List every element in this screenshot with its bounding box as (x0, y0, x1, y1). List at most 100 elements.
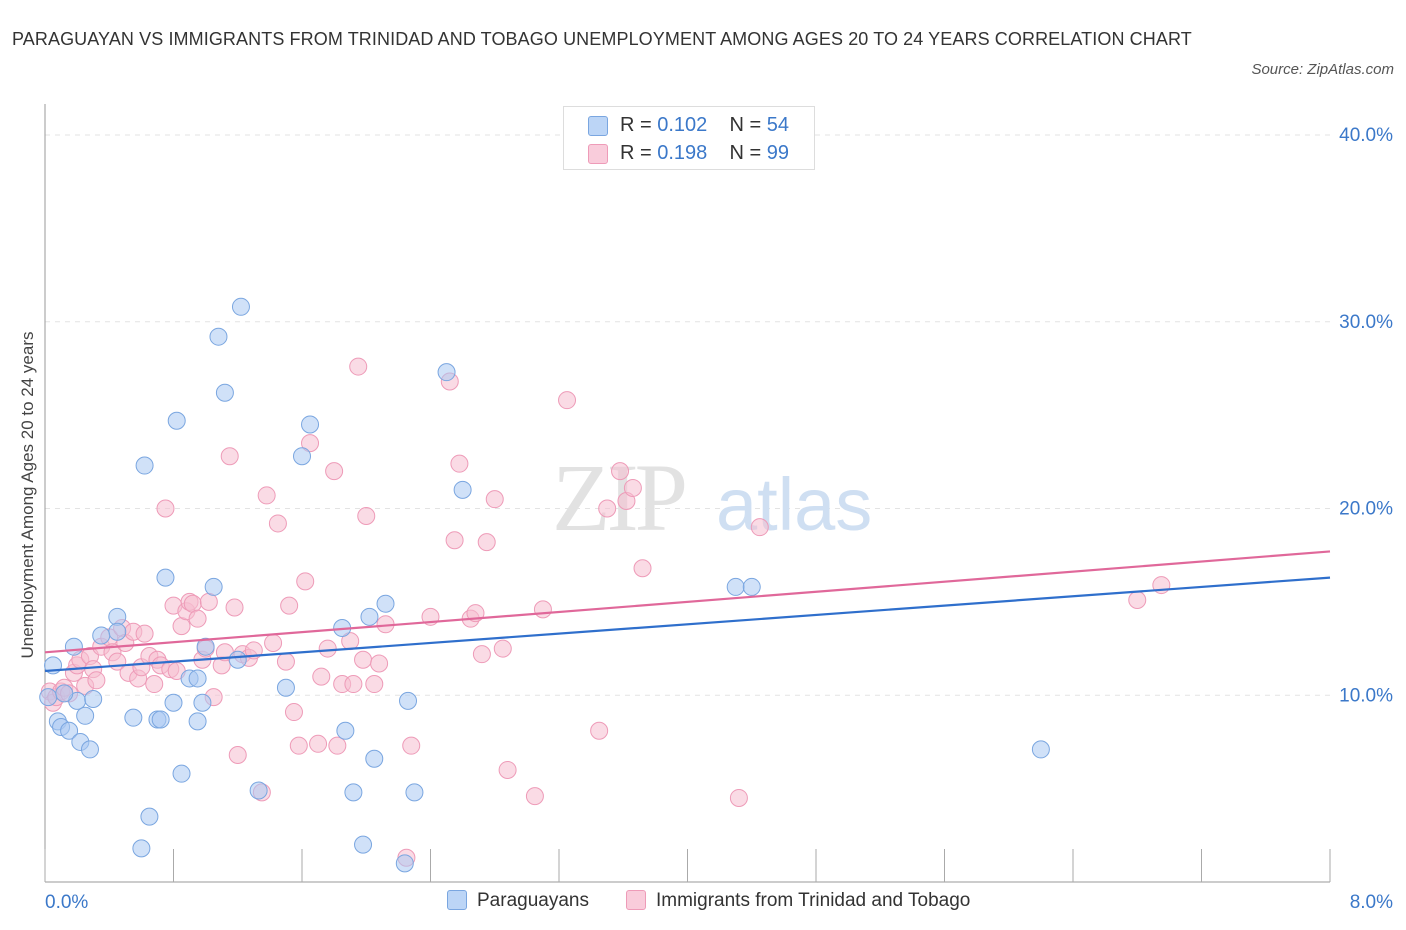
pink-point (325, 462, 344, 481)
legend-swatch-pink (626, 890, 646, 910)
watermark-atlas: atlas (716, 463, 872, 546)
blue-point (293, 447, 311, 466)
pink-point (199, 592, 218, 611)
blue-point (140, 807, 159, 826)
x-tick-label: 0.0% (45, 892, 88, 913)
legend-swatch-pink (588, 144, 608, 164)
pink-point (349, 357, 368, 376)
pink-point (309, 734, 328, 753)
pink-point (280, 596, 299, 615)
pink-point (257, 486, 276, 505)
pink-point (301, 434, 320, 453)
axes (44, 104, 1331, 883)
y-axis-label: Unemployment Among Ages 20 to 24 years (18, 332, 37, 659)
pink-point (750, 518, 769, 537)
pink-point (328, 736, 347, 755)
blue-point (188, 669, 207, 688)
blue-point (132, 839, 151, 858)
blue-trend-line (44, 576, 1331, 673)
blue-point (76, 706, 95, 725)
blue-series-points (39, 297, 1050, 873)
blue-point (108, 622, 127, 641)
blue-point (55, 684, 74, 703)
legend-stats: R = 0.102 N = 54 R = 0.198 N = 99 (563, 106, 815, 170)
pink-trend-line (44, 550, 1331, 654)
pink-point (156, 499, 175, 518)
blue-point (437, 363, 456, 382)
pink-point (558, 391, 577, 410)
pink-point (87, 671, 106, 690)
blue-point (742, 577, 761, 596)
blue-point (167, 411, 186, 430)
pink-point (172, 617, 191, 636)
pink-series-points (40, 357, 1171, 867)
pink-point (590, 721, 609, 740)
pink-point (289, 736, 308, 755)
blue-point (360, 607, 379, 626)
pink-point (370, 654, 389, 673)
legend-swatch-blue (447, 890, 467, 910)
blue-point (209, 327, 228, 346)
pink-point (472, 645, 491, 664)
pink-point (268, 514, 287, 533)
blue-point (188, 712, 207, 731)
legend-label: Immigrants from Trinidad and Tobago (656, 890, 971, 911)
blue-point (64, 637, 83, 656)
tick-labels: 10.0% 20.0% 30.0% 40.0% 0.0% 8.0% (45, 125, 1393, 913)
legend-n-value: 54 (766, 114, 790, 136)
pink-point (598, 499, 617, 518)
pink-point (493, 639, 512, 658)
blue-point (395, 854, 414, 873)
blue-point (344, 783, 363, 802)
pink-point (284, 703, 303, 722)
blue-point (135, 456, 154, 475)
legend-n-label: N = (729, 142, 762, 164)
blue-point (354, 835, 373, 854)
pink-point (344, 675, 363, 694)
blue-point (215, 383, 234, 402)
blue-point (156, 568, 175, 587)
legend-n-label: N = (729, 114, 762, 136)
legend-r-value: 0.198 (657, 142, 708, 164)
blue-point (376, 594, 395, 613)
legend-r-label: R = (620, 114, 652, 136)
pink-point (623, 478, 642, 497)
chart-title: PARAGUAYAN VS IMMIGRANTS FROM TRINIDAD A… (12, 29, 1192, 49)
pink-point (312, 667, 331, 686)
blue-point (405, 783, 424, 802)
pink-point (477, 533, 496, 552)
source-label: Source: ZipAtlas.com (1251, 61, 1394, 78)
pink-point (228, 746, 247, 765)
legend-r-label: R = (620, 142, 652, 164)
pink-point (365, 675, 384, 694)
blue-point (39, 688, 58, 707)
blue-point (84, 689, 103, 708)
blue-point (124, 708, 143, 727)
blue-point (336, 721, 355, 740)
y-tick-label: 10.0% (1339, 685, 1393, 706)
pink-point (525, 787, 544, 806)
pink-point (225, 598, 244, 617)
blue-point (196, 637, 215, 656)
pink-point (611, 462, 630, 481)
pink-point (135, 624, 154, 643)
legend-series: Paraguayans Immigrants from Trinidad and… (0, 887, 1406, 917)
y-tick-label: 40.0% (1339, 125, 1393, 146)
blue-point (193, 693, 212, 712)
pink-point (183, 594, 202, 613)
blue-point (1031, 740, 1050, 759)
blue-point (204, 577, 223, 596)
x-tick-label: 8.0% (1350, 892, 1393, 913)
legend-n-value: 99 (766, 142, 790, 164)
pink-point (633, 559, 652, 578)
legend-item-trinidad: Immigrants from Trinidad and Tobago (626, 890, 970, 912)
legend-swatch-blue (588, 116, 608, 136)
pink-point (445, 531, 464, 550)
blue-point (80, 740, 99, 759)
blue-point (231, 297, 250, 316)
blue-point (164, 693, 183, 712)
pink-point (498, 760, 517, 779)
y-tick-label: 30.0% (1339, 312, 1393, 333)
pink-point (533, 600, 552, 619)
blue-point (301, 415, 320, 434)
